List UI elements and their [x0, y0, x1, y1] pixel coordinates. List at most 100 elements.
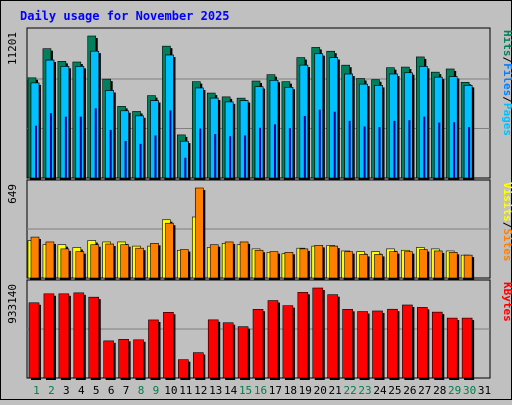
bar-files-band-22 [348, 120, 351, 178]
bar-kbytes-7 [118, 339, 129, 379]
bar-kbytes-28 [431, 311, 443, 379]
bar-files-band-19 [303, 115, 306, 178]
bar-sites-10 [165, 222, 174, 279]
day-label-28: 28 [433, 384, 446, 397]
bar-files-band-17 [273, 124, 276, 178]
legend-item-kbytes: KBytes [501, 282, 512, 322]
bar-kbytes-26 [402, 304, 413, 379]
bar-sites-3 [60, 248, 70, 279]
bar-kbytes-25 [387, 308, 398, 379]
bar-kbytes-29 [446, 317, 458, 379]
bar-files-band-9 [154, 135, 157, 178]
bar-kbytes-27 [417, 307, 428, 379]
bar-kbytes-2 [43, 293, 55, 379]
bar-sites-20 [314, 245, 324, 279]
bar-sites-30 [463, 254, 473, 279]
legend-item-hits: Hits [501, 30, 512, 57]
bar-sites-9 [150, 243, 159, 279]
bar-files-band-14 [229, 136, 232, 178]
bar-files-band-4 [79, 116, 82, 178]
bar-sites-18 [284, 252, 294, 279]
day-label-20: 20 [314, 384, 327, 397]
bar-sites-28 [433, 250, 443, 279]
bar-files-band-10 [169, 110, 172, 178]
bar-files-band-28 [438, 122, 441, 178]
bar-files-band-13 [214, 134, 217, 178]
day-label-5: 5 [93, 384, 100, 397]
bar-kbytes-9 [148, 319, 159, 379]
bar-files-band-5 [94, 108, 97, 178]
day-label-29: 29 [448, 384, 461, 397]
bar-files-band-27 [423, 116, 426, 178]
day-label-24: 24 [373, 384, 387, 397]
bar-sites-16 [254, 249, 264, 279]
bar-files-band-7 [124, 141, 127, 178]
day-label-8: 8 [138, 384, 145, 397]
bar-sites-21 [329, 245, 339, 279]
bar-files-band-8 [139, 143, 142, 178]
bar-sites-29 [448, 252, 458, 279]
bar-files-band-6 [109, 129, 112, 178]
ymax-label-kbytes: 933140 [6, 284, 19, 324]
day-label-13: 13 [209, 384, 222, 397]
bar-kbytes-23 [357, 311, 368, 379]
bar-kbytes-10 [163, 312, 174, 379]
ymax-label-hits-files-pages: 11201 [6, 32, 19, 65]
day-label-18: 18 [284, 384, 297, 397]
day-label-7: 7 [123, 384, 130, 397]
day-label-31: 31 [478, 384, 491, 397]
legend-separator: / [501, 96, 512, 103]
day-label-26: 26 [403, 384, 416, 397]
bar-kbytes-12 [192, 352, 204, 379]
bar-files-band-20 [318, 109, 321, 178]
bar-kbytes-8 [133, 339, 144, 379]
bar-files-band-24 [378, 127, 381, 178]
bar-sites-8 [135, 247, 144, 279]
day-label-4: 4 [78, 384, 85, 397]
bar-sites-7 [120, 244, 129, 279]
legend-kbytes: KBytes [501, 282, 512, 322]
day-label-21: 21 [329, 384, 342, 397]
bar-sites-12 [194, 187, 204, 279]
bar-files-band-25 [393, 120, 396, 178]
bar-files-band-3 [64, 116, 67, 178]
bar-sites-5 [90, 244, 100, 279]
bar-sites-6 [105, 243, 114, 279]
bar-kbytes-18 [282, 305, 294, 379]
day-label-15: 15 [239, 384, 252, 397]
day-label-27: 27 [418, 384, 431, 397]
bar-files-band-29 [453, 122, 456, 178]
bar-files-band-11 [184, 157, 187, 178]
day-label-9: 9 [153, 384, 160, 397]
day-label-10: 10 [164, 384, 177, 397]
bar-kbytes-22 [342, 309, 353, 379]
bar-files-band-23 [363, 126, 366, 178]
bar-kbytes-24 [372, 310, 383, 379]
legend-separator: / [501, 222, 512, 229]
day-label-14: 14 [224, 384, 238, 397]
bar-sites-4 [75, 251, 85, 279]
day-label-17: 17 [269, 384, 282, 397]
bar-kbytes-3 [58, 293, 70, 379]
bar-sites-27 [419, 249, 428, 279]
day-label-23: 23 [358, 384, 371, 397]
bar-files-band-18 [288, 128, 291, 178]
bar-sites-15 [239, 241, 249, 279]
bar-kbytes-14 [222, 322, 234, 379]
bar-sites-24 [374, 254, 383, 279]
bar-sites-19 [299, 248, 309, 279]
bar-kbytes-6 [103, 340, 114, 379]
day-label-25: 25 [388, 384, 401, 397]
legend-item-sites: Sites [501, 228, 512, 261]
bar-kbytes-16 [252, 309, 264, 379]
bar-files-band-16 [259, 127, 262, 178]
bar-kbytes-13 [207, 319, 219, 379]
day-label-1: 1 [33, 384, 40, 397]
bar-files-band-26 [408, 120, 411, 178]
day-label-30: 30 [463, 384, 476, 397]
bar-kbytes-1 [28, 302, 40, 379]
legend-sites-visits: Visits/Sites [501, 182, 512, 262]
bar-kbytes-20 [312, 287, 324, 379]
bar-kbytes-21 [327, 294, 339, 379]
